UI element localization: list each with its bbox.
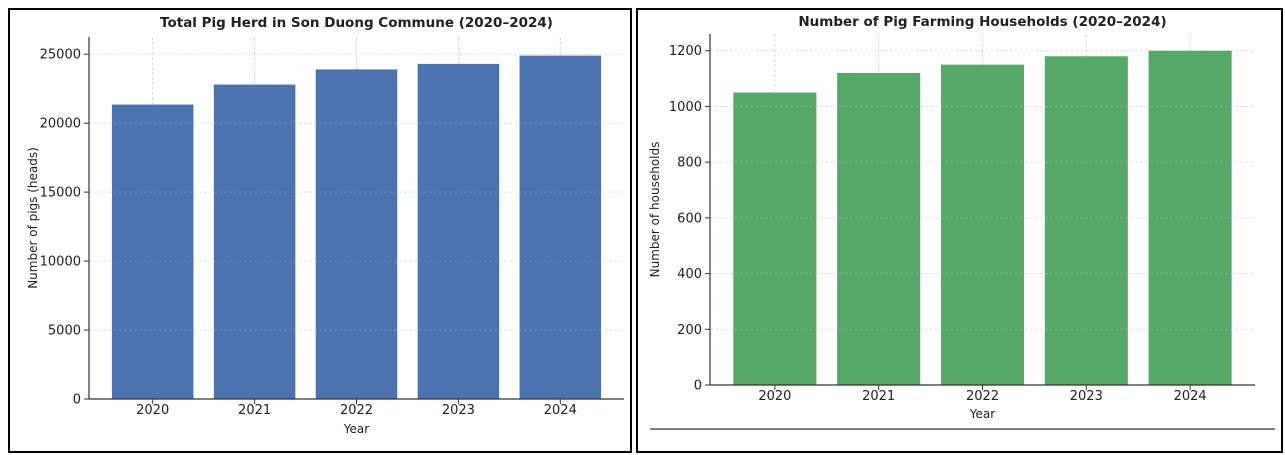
x-tick-label: 2021 [238, 403, 271, 418]
y-tick-label: 10000 [40, 255, 81, 270]
households-chart: Number of Pig Farming Households (2020–2… [636, 8, 1283, 453]
panel-border [636, 8, 1283, 453]
y-axis-label: Number of households [648, 142, 662, 278]
households-chart-panel: Number of Pig Farming Households (2020–2… [636, 0, 1285, 455]
x-tick-label: 2023 [442, 403, 475, 418]
x-tick-label: 2020 [136, 403, 169, 418]
bar-2021 [837, 73, 921, 385]
chart-title: Total Pig Herd in Son Duong Commune (202… [160, 15, 553, 31]
x-tick-label: 2023 [1070, 389, 1103, 404]
y-tick-label: 0 [73, 393, 81, 408]
y-tick-label: 200 [677, 323, 702, 338]
y-axis-label: Number of pigs (heads) [26, 147, 40, 289]
y-tick-label: 0 [694, 379, 702, 394]
y-tick-label: 1200 [669, 44, 702, 59]
x-tick-label: 2024 [1174, 389, 1207, 404]
bar-2021 [213, 84, 296, 399]
x-tick-label: 2020 [758, 389, 791, 404]
bar-2023 [1044, 56, 1128, 386]
pig-herd-chart-panel: Total Pig Herd in Son Duong Commune (202… [0, 0, 636, 455]
x-axis-label: Year [969, 407, 995, 421]
bar-2023 [417, 63, 500, 400]
y-tick-label: 20000 [40, 117, 81, 132]
x-tick-label: 2022 [966, 389, 999, 404]
chart-title: Number of Pig Farming Households (2020–2… [798, 14, 1166, 30]
bar-2020 [111, 104, 194, 399]
x-tick-label: 2022 [340, 403, 373, 418]
bar-2024 [519, 55, 602, 400]
y-tick-label: 1000 [669, 100, 702, 115]
x-axis-label: Year [343, 422, 369, 436]
bar-2022 [315, 69, 398, 399]
bar-2020 [733, 92, 817, 385]
x-tick-label: 2024 [544, 403, 577, 418]
bar-2024 [1148, 50, 1232, 385]
y-tick-label: 5000 [48, 324, 81, 339]
bar-2022 [940, 64, 1025, 386]
y-tick-label: 400 [677, 267, 702, 282]
y-tick-label: 600 [677, 211, 702, 226]
y-tick-label: 25000 [40, 48, 81, 63]
x-tick-label: 2021 [862, 389, 895, 404]
y-tick-label: 15000 [40, 186, 81, 201]
panel-border [8, 8, 632, 453]
y-tick-label: 800 [677, 156, 702, 171]
pig-herd-chart: Total Pig Herd in Son Duong Commune (202… [8, 8, 632, 453]
